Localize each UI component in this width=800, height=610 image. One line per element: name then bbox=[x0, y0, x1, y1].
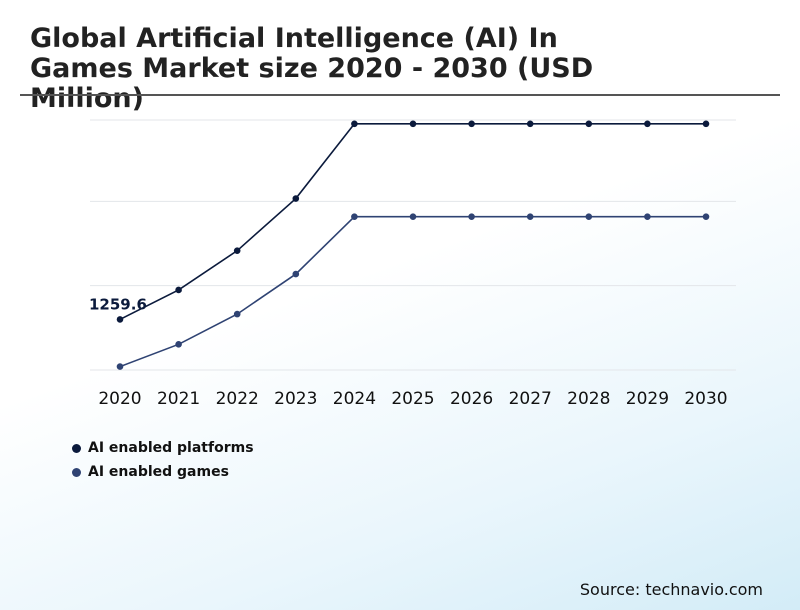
x-tick-label-2020: 2020 bbox=[98, 389, 141, 409]
legend-item-platforms[interactable]: AI enabled platforms bbox=[72, 436, 254, 460]
legend-label-platforms: AI enabled platforms bbox=[88, 440, 254, 456]
data-point-s0-2021 bbox=[175, 286, 182, 294]
x-tick-label-2029: 2029 bbox=[626, 389, 669, 409]
title-divider bbox=[20, 94, 780, 96]
data-point-s1-2024 bbox=[351, 213, 358, 220]
data-point-s1-2025 bbox=[409, 213, 417, 220]
x-tick-label-2027: 2027 bbox=[509, 389, 552, 409]
legend-label-games: AI enabled games bbox=[88, 464, 229, 480]
x-tick-label-2028: 2028 bbox=[567, 389, 610, 409]
data-point-s0-2028 bbox=[585, 120, 593, 128]
data-point-s1-2027 bbox=[526, 213, 534, 220]
data-point-s0-2022 bbox=[233, 247, 241, 254]
data-point-s0-2029 bbox=[644, 120, 651, 128]
legend: AI enabled platforms AI enabled games bbox=[72, 436, 254, 484]
data-point-s1-2022 bbox=[233, 310, 241, 318]
data-point-s0-2027 bbox=[526, 120, 534, 128]
legend-item-games[interactable]: AI enabled games bbox=[72, 460, 254, 484]
legend-marker-games bbox=[72, 467, 81, 477]
legend-marker-platforms bbox=[72, 443, 81, 453]
data-label-0: 1259.6 bbox=[89, 295, 147, 313]
data-point-s0-2023 bbox=[292, 195, 300, 202]
source-credit: Source: technavio.com bbox=[579, 580, 763, 599]
data-point-s1-2020 bbox=[116, 363, 124, 370]
chart-title: Global Artificial Intelligence (AI) In G… bbox=[30, 23, 594, 114]
data-point-s0-2024 bbox=[351, 120, 358, 128]
data-point-s0-2030 bbox=[702, 120, 710, 128]
data-point-s0-2025 bbox=[409, 120, 417, 128]
x-tick-label-2024: 2024 bbox=[333, 389, 376, 409]
x-tick-label-2023: 2023 bbox=[274, 389, 317, 409]
x-tick-label-2025: 2025 bbox=[391, 389, 434, 409]
x-tick-label-2026: 2026 bbox=[450, 389, 493, 409]
data-point-s1-2028 bbox=[585, 213, 593, 220]
data-point-s0-2026 bbox=[468, 120, 475, 128]
data-point-s1-2021 bbox=[175, 341, 182, 348]
series-line-0 bbox=[119, 122, 706, 321]
data-point-s1-2029 bbox=[644, 213, 651, 220]
data-point-s1-2030 bbox=[702, 213, 710, 220]
x-tick-label-2030: 2030 bbox=[684, 389, 727, 409]
series-line-1 bbox=[119, 215, 706, 368]
x-tick-label-2021: 2021 bbox=[157, 389, 200, 409]
data-point-s1-2023 bbox=[292, 270, 300, 278]
data-point-s0-2020 bbox=[116, 316, 124, 323]
data-point-s1-2026 bbox=[468, 213, 475, 220]
x-tick-label-2022: 2022 bbox=[216, 389, 259, 409]
